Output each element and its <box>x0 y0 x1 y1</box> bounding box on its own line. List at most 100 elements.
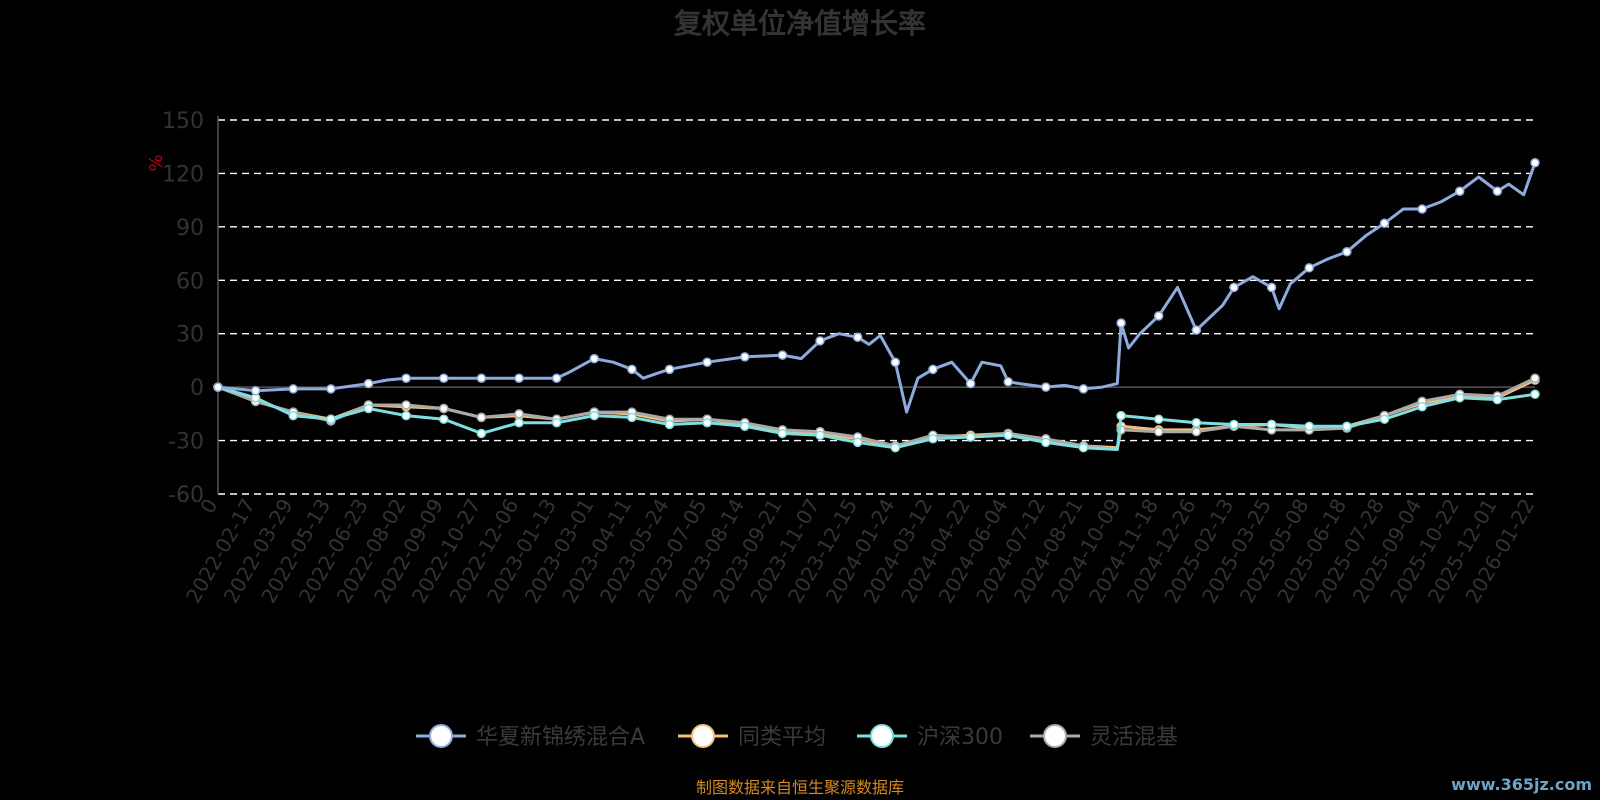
data-point <box>928 364 938 375</box>
data-point <box>1041 437 1051 448</box>
data-point <box>1191 325 1202 335</box>
data-point <box>439 373 449 383</box>
data-point <box>1078 384 1089 394</box>
data-source-note: 制图数据来自恒生聚源数据库 <box>696 778 904 797</box>
data-point <box>1454 186 1465 196</box>
data-point <box>1041 382 1051 392</box>
y-tick-label: 60 <box>176 269 204 294</box>
data-point <box>1530 373 1540 383</box>
data-point <box>1191 418 1202 428</box>
data-point <box>852 437 863 448</box>
data-point <box>777 350 788 360</box>
data-point <box>1379 218 1390 229</box>
x-axis-ticks: 02022-02-172022-03-292022-05-132022-06-2… <box>181 494 1539 607</box>
legend-marker-icon <box>1043 724 1067 748</box>
data-point <box>1229 282 1239 293</box>
data-point <box>702 418 712 428</box>
data-point <box>514 373 524 383</box>
data-point <box>852 332 863 343</box>
y-tick-label: 90 <box>176 216 204 241</box>
data-point <box>1342 247 1352 257</box>
y-tick-label: -60 <box>168 483 204 508</box>
data-point <box>1229 419 1239 430</box>
series-line <box>217 376 1536 451</box>
data-point <box>1116 318 1126 328</box>
data-point <box>476 412 487 423</box>
y-tick-label: -30 <box>168 430 204 455</box>
legend-label: 灵活混基 <box>1090 725 1178 750</box>
data-point <box>1492 394 1503 405</box>
y-tick-label: 150 <box>162 109 204 134</box>
data-point <box>1304 421 1314 432</box>
data-point <box>401 373 411 383</box>
data-point <box>589 353 600 364</box>
data-point <box>965 432 976 442</box>
data-point <box>326 384 336 394</box>
series-line <box>217 162 1537 414</box>
data-point <box>1078 442 1089 453</box>
data-point <box>627 364 637 375</box>
data-point <box>928 434 938 444</box>
legend-item[interactable]: 华夏新锦绣混合A <box>416 724 645 750</box>
data-point <box>476 428 487 439</box>
data-point <box>890 442 901 453</box>
data-point <box>326 414 336 424</box>
legend-label: 同类平均 <box>738 725 826 750</box>
data-point <box>288 410 299 421</box>
data-point <box>740 352 750 362</box>
y-tick-label: 30 <box>176 323 204 348</box>
data-point <box>439 414 449 424</box>
data-point <box>664 364 675 375</box>
data-point <box>213 382 223 392</box>
data-point <box>1492 186 1503 196</box>
y-axis-unit: % <box>146 154 167 171</box>
data-point <box>1003 377 1013 387</box>
data-point <box>815 336 825 346</box>
legend-marker-icon <box>691 724 715 748</box>
legend-item[interactable]: 沪深300 <box>857 724 1003 750</box>
data-point <box>890 357 901 367</box>
watermark: www.365jz.com <box>1451 775 1592 794</box>
legend-label: 华夏新锦绣混合A <box>476 725 645 750</box>
data-point <box>627 412 637 423</box>
data-point <box>1153 426 1164 437</box>
legend-label: 沪深300 <box>917 725 1003 750</box>
data-point <box>1454 393 1465 403</box>
legend-marker-icon <box>429 724 453 748</box>
y-axis-ticks: -60 -30 0 30 60 90 120 150 <box>162 109 204 508</box>
grid-lines <box>217 116 1535 495</box>
data-point <box>1003 430 1013 440</box>
data-point <box>363 378 374 389</box>
data-point <box>514 409 524 419</box>
y-tick-label: 0 <box>190 376 204 401</box>
legend-item[interactable]: 灵活混基 <box>1030 724 1178 750</box>
series-lines <box>213 157 1540 453</box>
data-point <box>1530 157 1540 168</box>
data-point <box>1379 414 1390 424</box>
data-point <box>1116 410 1126 421</box>
data-point <box>439 403 449 414</box>
data-point <box>1530 389 1540 400</box>
legend[interactable]: 华夏新锦绣混合A 同类平均 沪深300 灵活混基 <box>416 724 1178 750</box>
data-point <box>777 428 788 439</box>
data-point <box>1153 414 1164 424</box>
data-point <box>551 373 562 383</box>
legend-item[interactable]: 同类平均 <box>678 724 826 750</box>
data-point <box>702 357 712 367</box>
data-point <box>1266 282 1277 293</box>
legend-marker-icon <box>870 724 894 748</box>
data-point <box>740 421 750 432</box>
x-tick-label: 0 <box>195 495 222 518</box>
data-point <box>401 410 411 421</box>
data-point <box>1304 263 1314 273</box>
data-point <box>664 419 675 430</box>
data-point <box>965 378 976 389</box>
data-point <box>250 385 261 396</box>
data-point <box>1153 311 1164 321</box>
data-point <box>363 403 374 414</box>
data-point <box>514 418 524 428</box>
data-point <box>815 430 825 440</box>
data-point <box>1417 401 1427 412</box>
data-point <box>1417 204 1427 214</box>
